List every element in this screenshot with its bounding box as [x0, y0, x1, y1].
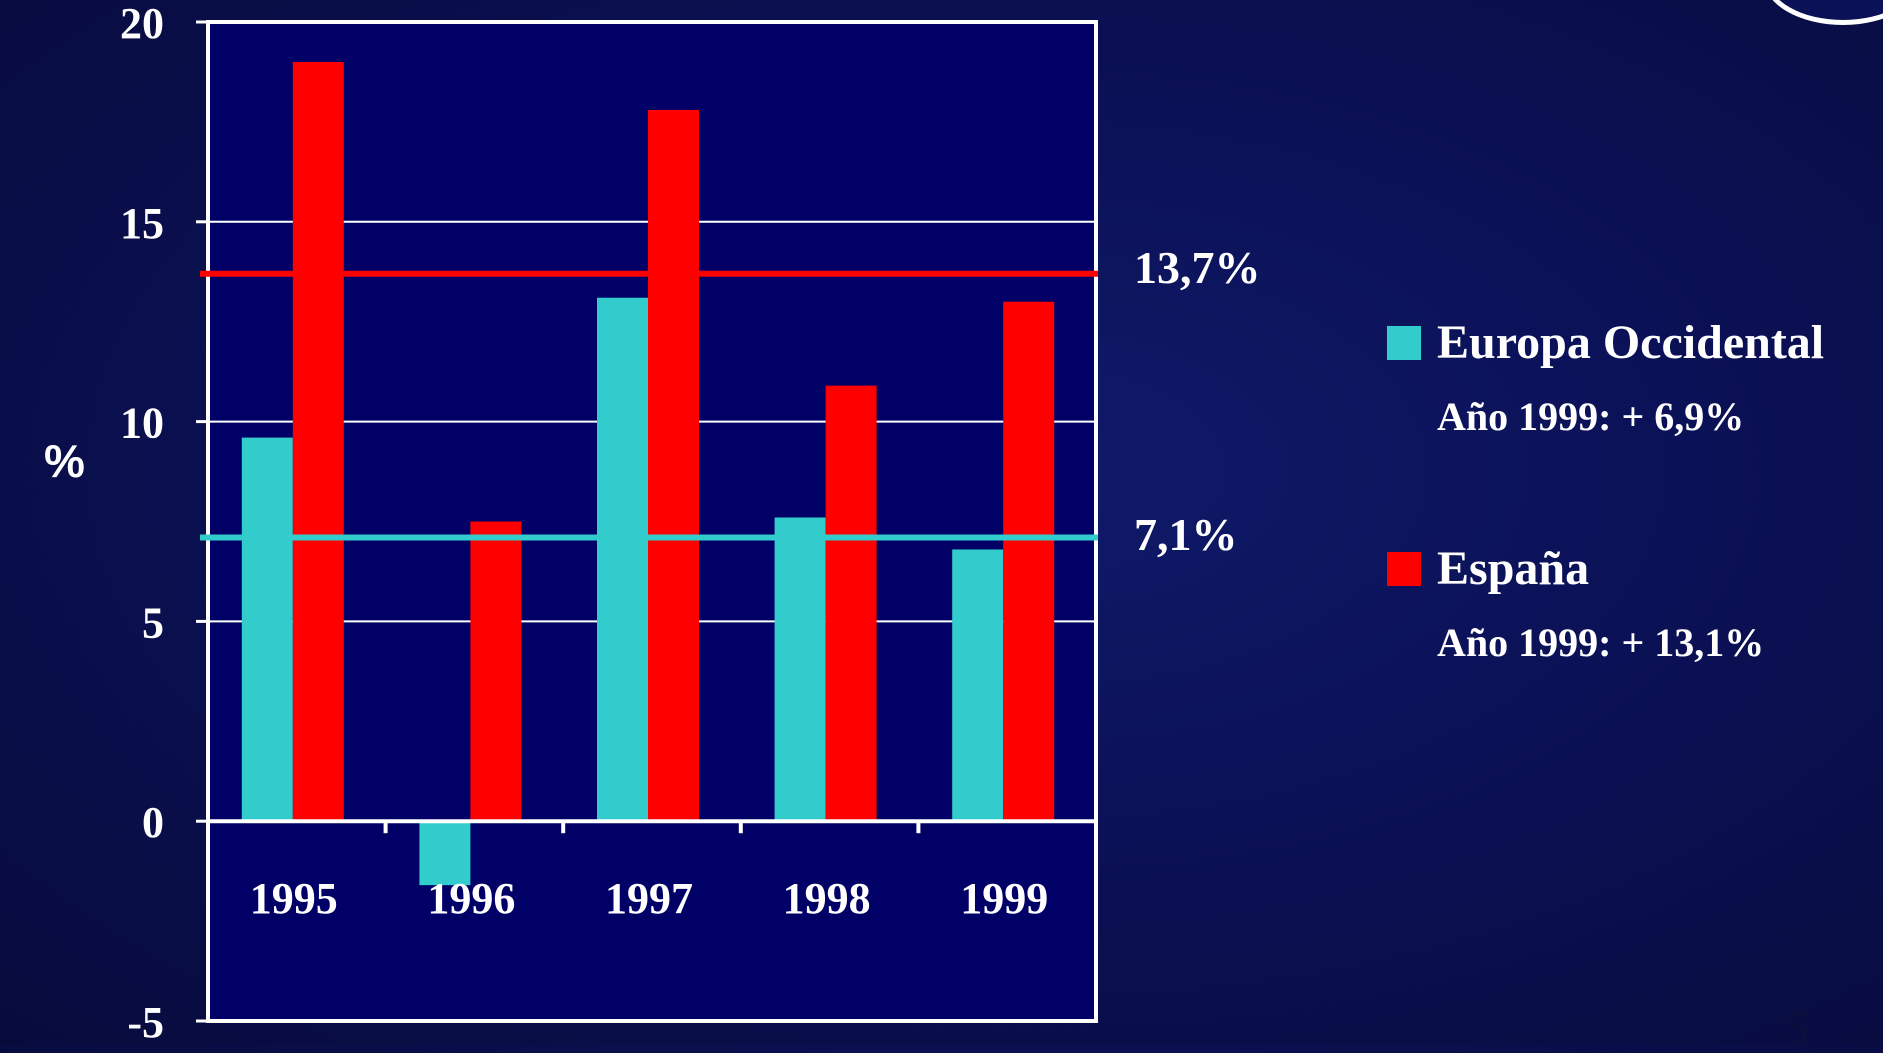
x-tick-label: 1998	[783, 874, 871, 923]
y-tick-labels: -5 0 5 10 15 20	[120, 0, 164, 1045]
legend-label-espana: España	[1437, 542, 1590, 595]
bar-europa-occidental	[241, 437, 293, 822]
axes	[196, 20, 1096, 1023]
legend-note-europa: Año 1999: + 6,9%	[1437, 394, 1745, 439]
bar-espana	[470, 521, 522, 822]
y-tick-label: 10	[120, 399, 164, 448]
y-tick-label: 15	[120, 199, 164, 248]
bar-europa-occidental	[952, 549, 1004, 822]
x-tick-label: 1996	[427, 874, 515, 923]
y-tick-label: -5	[127, 998, 164, 1045]
bars	[241, 61, 1055, 886]
bar-europa-occidental	[597, 297, 648, 822]
legend-swatch-europa	[1387, 326, 1421, 360]
reference-line-label: 13,7%	[1134, 242, 1261, 293]
y-tick-label: 5	[142, 598, 164, 647]
x-tick-label: 1997	[605, 874, 693, 923]
y-axis-label: %	[44, 435, 85, 487]
legend-note-espana: Año 1999: + 13,1%	[1437, 620, 1765, 665]
x-tick-labels: 1995 1996 1997 1998 1999	[250, 874, 1048, 923]
bar-espana	[1003, 301, 1055, 822]
y-tick-label: 0	[142, 798, 164, 847]
bar-espana	[648, 109, 699, 822]
x-tick-label: 1999	[960, 874, 1048, 923]
bar-europa-occidental	[774, 517, 826, 822]
reference-lines: 13,7% 7,1%	[200, 242, 1261, 560]
bar-espana	[292, 61, 344, 822]
bar-europa-occidental	[419, 821, 471, 886]
y-tick-label: 20	[120, 0, 164, 48]
reference-line-label: 7,1%	[1134, 509, 1238, 560]
legend-label-europa: Europa Occidental	[1437, 316, 1825, 369]
bar-espana	[825, 385, 877, 822]
x-tick-label: 1995	[250, 874, 338, 923]
legend-swatch-espana	[1387, 552, 1421, 586]
page-number: 5	[1787, 1003, 1809, 1052]
